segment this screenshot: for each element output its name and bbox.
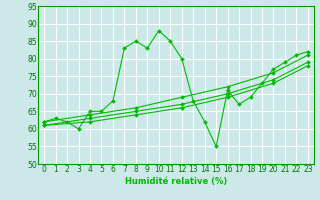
X-axis label: Humidité relative (%): Humidité relative (%) (125, 177, 227, 186)
